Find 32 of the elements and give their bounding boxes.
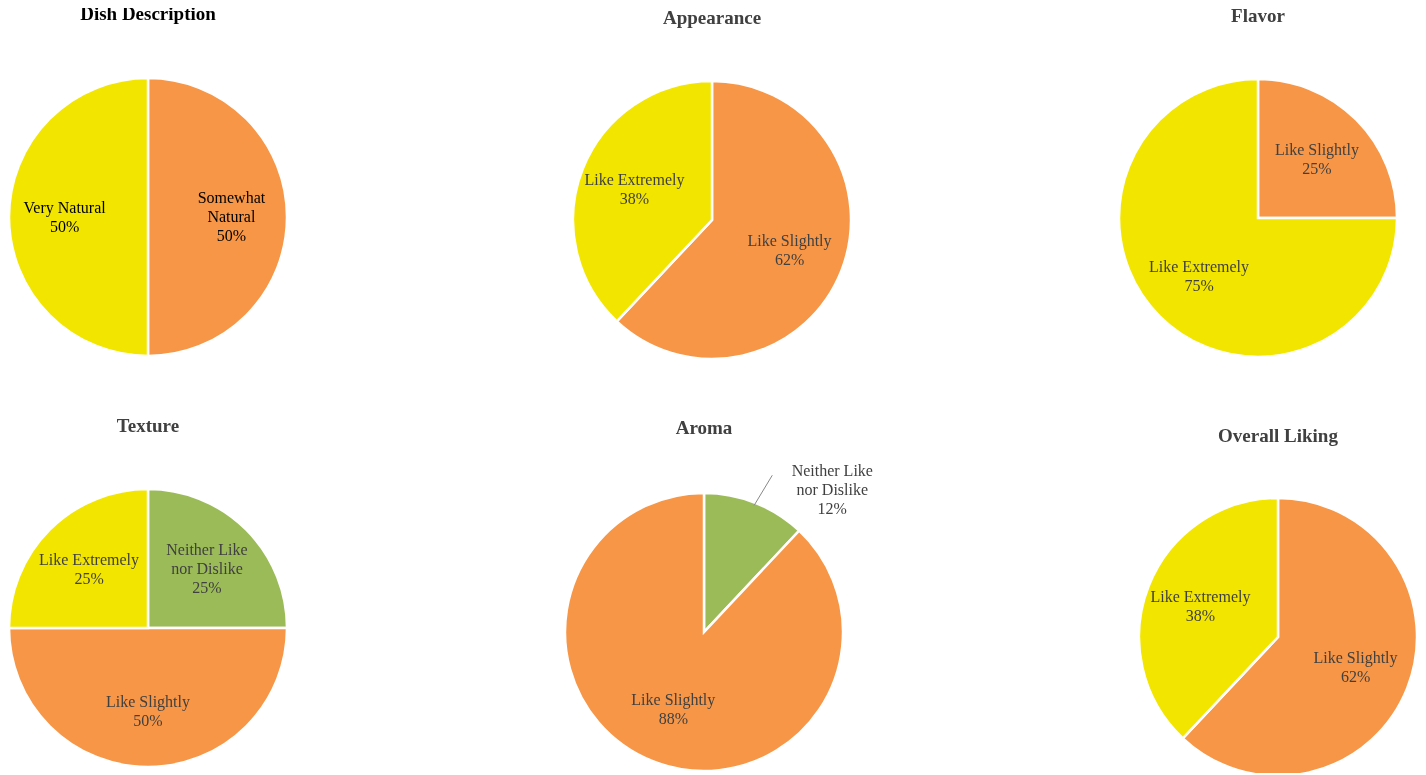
slice-label: Neither Like nor Dislike: [791, 462, 873, 499]
chart-title: Texture: [116, 415, 180, 436]
data-label: 25%: [192, 579, 222, 597]
slice-label: Like Slightly: [1274, 140, 1359, 159]
pie-slice: [1117, 77, 1399, 359]
slice-label: Like Slightly: [747, 232, 832, 251]
slice-label: Like Slightly: [106, 692, 190, 711]
slice-label: Neither Like nor Dislike: [166, 541, 248, 578]
data-label: 12%: [817, 500, 847, 518]
data-label: 25%: [74, 569, 104, 587]
slice-label: Like Slightly: [631, 691, 716, 710]
slice-label: Very Natural: [23, 198, 107, 217]
chart-title: Flavor: [1231, 5, 1286, 26]
data-label: 50%: [49, 217, 80, 235]
slice-label: Like Slightly: [1313, 649, 1398, 668]
data-label: 38%: [1185, 606, 1216, 624]
data-label: 75%: [1184, 277, 1214, 295]
data-label: 25%: [1302, 159, 1332, 177]
data-label: 50%: [133, 711, 163, 729]
chart-title: Aroma: [675, 417, 733, 438]
slice-label: Like Extremely: [39, 550, 140, 569]
chart-title: Overall Liking: [1218, 425, 1339, 446]
slice-label: Like Extremely: [1150, 587, 1251, 606]
slice-label: Like Extremely: [584, 170, 685, 189]
data-label: 62%: [1340, 668, 1371, 686]
data-label: 50%: [216, 227, 247, 244]
slice-label: Somewhat Natural: [197, 189, 266, 225]
data-label: 62%: [774, 251, 805, 269]
slice-label: Like Extremely: [1149, 258, 1250, 277]
chart-title: Appearance: [662, 7, 762, 28]
data-label: 88%: [658, 710, 688, 728]
data-label: 38%: [619, 189, 650, 207]
